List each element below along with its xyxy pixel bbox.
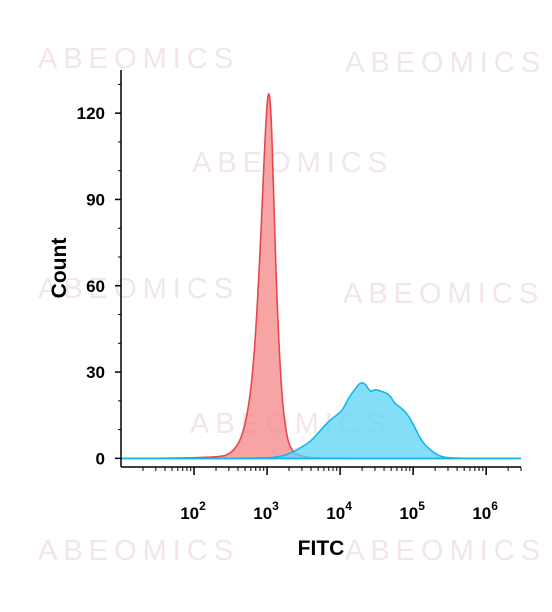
watermark: ABEOMICS — [38, 273, 239, 305]
series-layer — [120, 93, 521, 460]
x-tick-label: 106 — [472, 499, 498, 523]
watermark: ABEOMICS — [38, 535, 239, 567]
x-tick-label: 105 — [399, 499, 425, 523]
y-tick-label: 30 — [86, 363, 105, 382]
y-axis-label: Count — [48, 238, 71, 299]
watermark: ABEOMICS — [345, 47, 546, 79]
watermark: ABEOMICS — [192, 147, 393, 179]
x-tick-label: 103 — [253, 499, 279, 523]
y-tick-label: 0 — [96, 449, 105, 468]
y-tick-label: 120 — [77, 104, 105, 123]
y-tick-label: 90 — [86, 190, 105, 209]
x-tick-label: 104 — [326, 499, 352, 523]
watermarks: ABEOMICS ABEOMICS ABEOMICS ABEOMICS ABEO… — [38, 43, 546, 567]
x-axis-label: FITC — [298, 537, 345, 560]
watermark: ABEOMICS — [38, 43, 239, 75]
watermark: ABEOMICS — [343, 278, 544, 310]
watermark: ABEOMICS — [345, 535, 546, 567]
y-tick-label: 60 — [86, 277, 105, 296]
x-tick-label: 102 — [180, 499, 206, 523]
histogram-series-2 — [120, 381, 521, 460]
